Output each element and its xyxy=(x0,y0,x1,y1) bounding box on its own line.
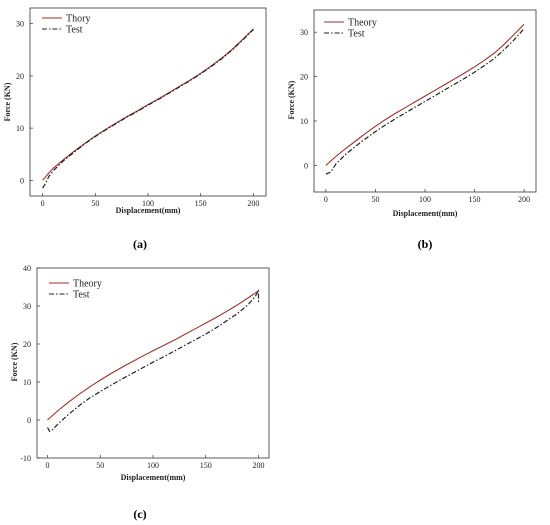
x-tick-label: 0 xyxy=(46,461,50,470)
panel-caption: (b) xyxy=(418,237,433,251)
x-tick-label: 150 xyxy=(200,461,212,470)
y-tick-label: 10 xyxy=(300,117,308,126)
legend-label: Test xyxy=(348,29,365,40)
series-line-test xyxy=(325,28,525,175)
series-line-thory xyxy=(42,28,254,181)
chart-panel-b: 0 50 100 150 200 0 10 20 30 Displacement(mm) Force… xyxy=(287,9,537,251)
legend-label: Theory xyxy=(73,279,102,290)
x-tick-label: 50 xyxy=(96,461,104,470)
x-axis-label: Displacement(mm) xyxy=(116,206,181,215)
chart-panel-c: 0 50 100 150 200 -10 0 10 20 30 40 Displacement(mm)… xyxy=(10,264,270,521)
y-axis-label: Force (KN) xyxy=(3,82,12,121)
x-tick-label: 100 xyxy=(419,195,431,204)
y-axis-label: Force (KN) xyxy=(287,80,296,119)
x-tick-label: 50 xyxy=(371,195,379,204)
y-tick-label: 20 xyxy=(23,340,31,349)
x-axis-label: Displacement(mm) xyxy=(121,473,186,482)
y-tick-label: -10 xyxy=(20,454,31,463)
x-tick-label: 100 xyxy=(147,461,159,470)
y-tick-label: 20 xyxy=(300,73,308,82)
x-tick-label: 200 xyxy=(252,461,264,470)
y-tick-label: 30 xyxy=(16,20,24,29)
y-tick-label: 30 xyxy=(300,28,308,37)
y-tick-label: 20 xyxy=(16,72,24,81)
x-tick-label: 0 xyxy=(324,195,328,204)
legend-label: Thory xyxy=(66,14,90,25)
y-tick-label: 10 xyxy=(23,378,31,387)
x-tick-label: 200 xyxy=(518,195,530,204)
y-tick-label: 0 xyxy=(304,161,308,170)
x-tick-label: 200 xyxy=(247,199,259,208)
y-tick-label: 30 xyxy=(23,302,31,311)
x-tick-label: 50 xyxy=(91,199,99,208)
x-axis-label: Displacement(mm) xyxy=(393,209,458,218)
y-tick-label: 0 xyxy=(27,416,31,425)
y-tick-label: 10 xyxy=(16,124,24,133)
panel-caption: (c) xyxy=(133,507,146,521)
y-axis-label: Force (KN) xyxy=(10,342,19,381)
plot-frame xyxy=(29,7,267,197)
x-tick-label: 150 xyxy=(195,199,207,208)
chart-panel-a: 0 50 100 150 200 0 10 20 30 Displacement(mm) Force… xyxy=(3,7,267,251)
y-tick-label: 0 xyxy=(20,176,24,185)
series-line-theory xyxy=(47,290,259,421)
x-tick-label: 100 xyxy=(142,199,154,208)
legend-label: Test xyxy=(73,290,90,301)
panel-caption: (a) xyxy=(133,237,147,251)
legend-label: Test xyxy=(66,25,83,36)
series-line-theory xyxy=(325,23,525,166)
x-tick-label: 150 xyxy=(469,195,481,204)
plot-frame xyxy=(36,267,270,459)
series-line-test xyxy=(42,28,254,189)
legend-label: Theory xyxy=(348,18,377,29)
y-tick-label: 40 xyxy=(23,264,31,273)
series-line-test xyxy=(46,289,260,433)
x-tick-label: 0 xyxy=(41,199,45,208)
